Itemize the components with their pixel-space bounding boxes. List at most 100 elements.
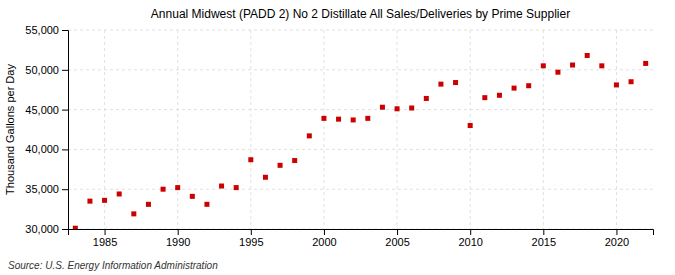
point (424, 96, 429, 101)
tick-mark (543, 229, 544, 235)
annotation: Source: U.S. Energy Information Administ… (8, 260, 218, 271)
marks (73, 53, 648, 229)
point (482, 95, 487, 100)
point (248, 157, 253, 162)
point (438, 82, 443, 87)
tick: 55,000 (25, 24, 68, 36)
tick-label: 55,000 (25, 24, 59, 36)
tick-label: 1990 (166, 236, 190, 248)
tick-mark (324, 229, 325, 235)
point (73, 226, 78, 229)
point (161, 187, 166, 192)
grid-line (68, 149, 653, 150)
grid-line (470, 30, 471, 229)
tick-label: 2005 (385, 236, 409, 248)
x-axis: 1985 1990 1995 2000 2005 2010 2015 2020 (69, 229, 654, 248)
point (190, 194, 195, 199)
point (570, 63, 575, 68)
tick: 50,000 (25, 64, 68, 76)
tick-label: 35,000 (25, 183, 59, 195)
grid-line (616, 30, 617, 229)
grid-line (68, 109, 653, 110)
tick: 2010 (458, 229, 482, 248)
plot-area: 1985 1990 1995 2000 2005 2010 2015 2020 30,000 35… (25, 24, 653, 248)
grid (68, 30, 653, 229)
grid-line (68, 30, 653, 31)
tick: 30,000 (25, 223, 68, 235)
tick: 2005 (385, 229, 409, 248)
tick-mark (470, 229, 471, 235)
tick-mark (105, 229, 106, 235)
tick-label: 1995 (239, 236, 263, 248)
tick-mark (62, 149, 68, 150)
point (146, 202, 151, 207)
point (292, 158, 297, 163)
grid-line (177, 30, 178, 229)
point (453, 80, 458, 85)
tick-label: 50,000 (25, 64, 59, 76)
point (629, 79, 634, 84)
tick-label: 2010 (458, 236, 482, 248)
point (219, 184, 224, 189)
grid-line (323, 30, 324, 229)
point (365, 116, 370, 121)
y-axis: 30,000 35,000 40,000 45,000 50,000 55,000 (25, 24, 68, 235)
grid-line (543, 30, 544, 229)
point (468, 123, 473, 128)
title: Annual Midwest (PADD 2) No 2 Distillate … (151, 7, 570, 21)
point (351, 117, 356, 122)
tick-mark (62, 110, 68, 111)
point (102, 198, 107, 203)
grid-line (397, 30, 398, 229)
point (234, 185, 239, 190)
point (409, 106, 414, 111)
point (204, 202, 209, 207)
tick-label: 2020 (605, 236, 629, 248)
tick: 1990 (166, 229, 190, 248)
y-axis-label: Thousand Gallons per Day (4, 64, 16, 195)
tick-label: 2015 (532, 236, 556, 248)
tick-mark (62, 229, 68, 230)
point (117, 191, 122, 196)
point (643, 61, 648, 66)
point (395, 106, 400, 111)
point (380, 105, 385, 110)
tick: 2020 (605, 229, 629, 248)
tick: 45,000 (25, 104, 68, 116)
tick-mark (397, 229, 398, 235)
grid-line (250, 30, 251, 229)
tick: 1995 (239, 229, 263, 248)
point (599, 63, 604, 68)
chart: 1985 1990 1995 2000 2005 2010 2015 2020 30,000 35… (0, 0, 675, 275)
point (307, 133, 312, 138)
point (614, 82, 619, 87)
axis-line (62, 31, 69, 230)
tick-mark (62, 70, 68, 71)
point (497, 93, 502, 98)
tick-mark (251, 229, 252, 235)
tick-label: 2000 (312, 236, 336, 248)
tick: 40,000 (25, 143, 68, 155)
tick-label: 30,000 (25, 223, 59, 235)
grid-line (68, 189, 653, 190)
tick-mark (178, 229, 179, 235)
tick: 1985 (93, 229, 117, 248)
point (336, 117, 341, 122)
tick-mark (62, 189, 68, 190)
tick-label: 40,000 (25, 143, 59, 155)
axis-line (69, 230, 654, 236)
point (555, 70, 560, 75)
tick-mark (62, 30, 68, 31)
point (263, 175, 268, 180)
tick-mark (616, 229, 617, 235)
point (278, 163, 283, 168)
grid-line (68, 69, 653, 70)
tick: 2000 (312, 229, 336, 248)
tick-label: 1985 (93, 236, 117, 248)
tick-label: 45,000 (25, 104, 59, 116)
point (526, 83, 531, 88)
point (512, 86, 517, 91)
point (175, 185, 180, 190)
point (585, 53, 590, 58)
point (541, 63, 546, 68)
